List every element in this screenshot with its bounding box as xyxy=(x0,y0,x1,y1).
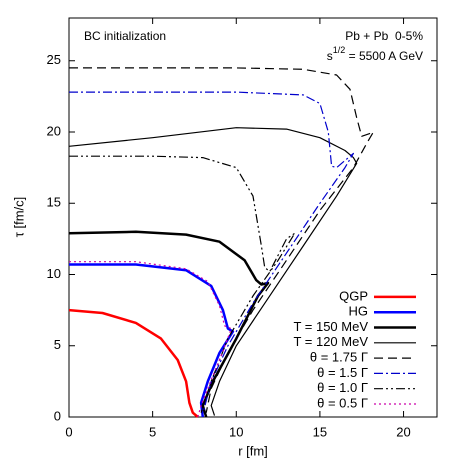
y-axis-label: τ [fm/c] xyxy=(11,197,26,238)
series-line xyxy=(68,127,358,416)
y-tick-label: 5 xyxy=(54,337,61,352)
x-tick-label: 10 xyxy=(229,424,243,439)
energy-base: s xyxy=(327,49,333,63)
legend-label: QGP xyxy=(339,288,368,303)
y-tick-label: 20 xyxy=(47,123,61,138)
x-tick-label: 20 xyxy=(396,424,410,439)
x-tick-label: 5 xyxy=(149,424,156,439)
y-tick-label: 0 xyxy=(54,408,61,423)
series-line xyxy=(69,263,235,418)
plot-frame xyxy=(68,17,438,418)
energy-label: s1/2 = 5500 A GeV xyxy=(327,45,423,63)
x-tick-label: 0 xyxy=(65,424,72,439)
legend-label: T = 120 MeV xyxy=(293,334,368,349)
series-line xyxy=(69,91,354,415)
legend-label: θ = 1.5 Γ xyxy=(317,365,368,380)
annotation: Pb + Pb 0-5% xyxy=(345,29,423,43)
y-tick-label: 10 xyxy=(47,266,61,281)
legend-label: θ = 1.75 Γ xyxy=(310,350,368,365)
legend-label: θ = 1.0 Γ xyxy=(317,380,368,395)
series-line xyxy=(69,155,296,413)
series-line xyxy=(68,308,199,418)
series-line xyxy=(68,230,270,418)
x-axis-label: r [fm] xyxy=(238,443,268,458)
y-tick-label: 25 xyxy=(47,52,61,67)
energy-sup: 1/2 xyxy=(333,45,346,55)
legend-label: T = 150 MeV xyxy=(293,319,368,334)
energy-rest: = 5500 A GeV xyxy=(345,49,423,63)
annotation: BC initialization xyxy=(84,29,166,43)
series-line xyxy=(69,261,232,418)
legend-label: HG xyxy=(349,304,369,319)
y-tick-label: 15 xyxy=(47,195,61,210)
x-tick-label: 15 xyxy=(313,424,327,439)
legend-label: θ = 0.5 Γ xyxy=(317,395,368,410)
